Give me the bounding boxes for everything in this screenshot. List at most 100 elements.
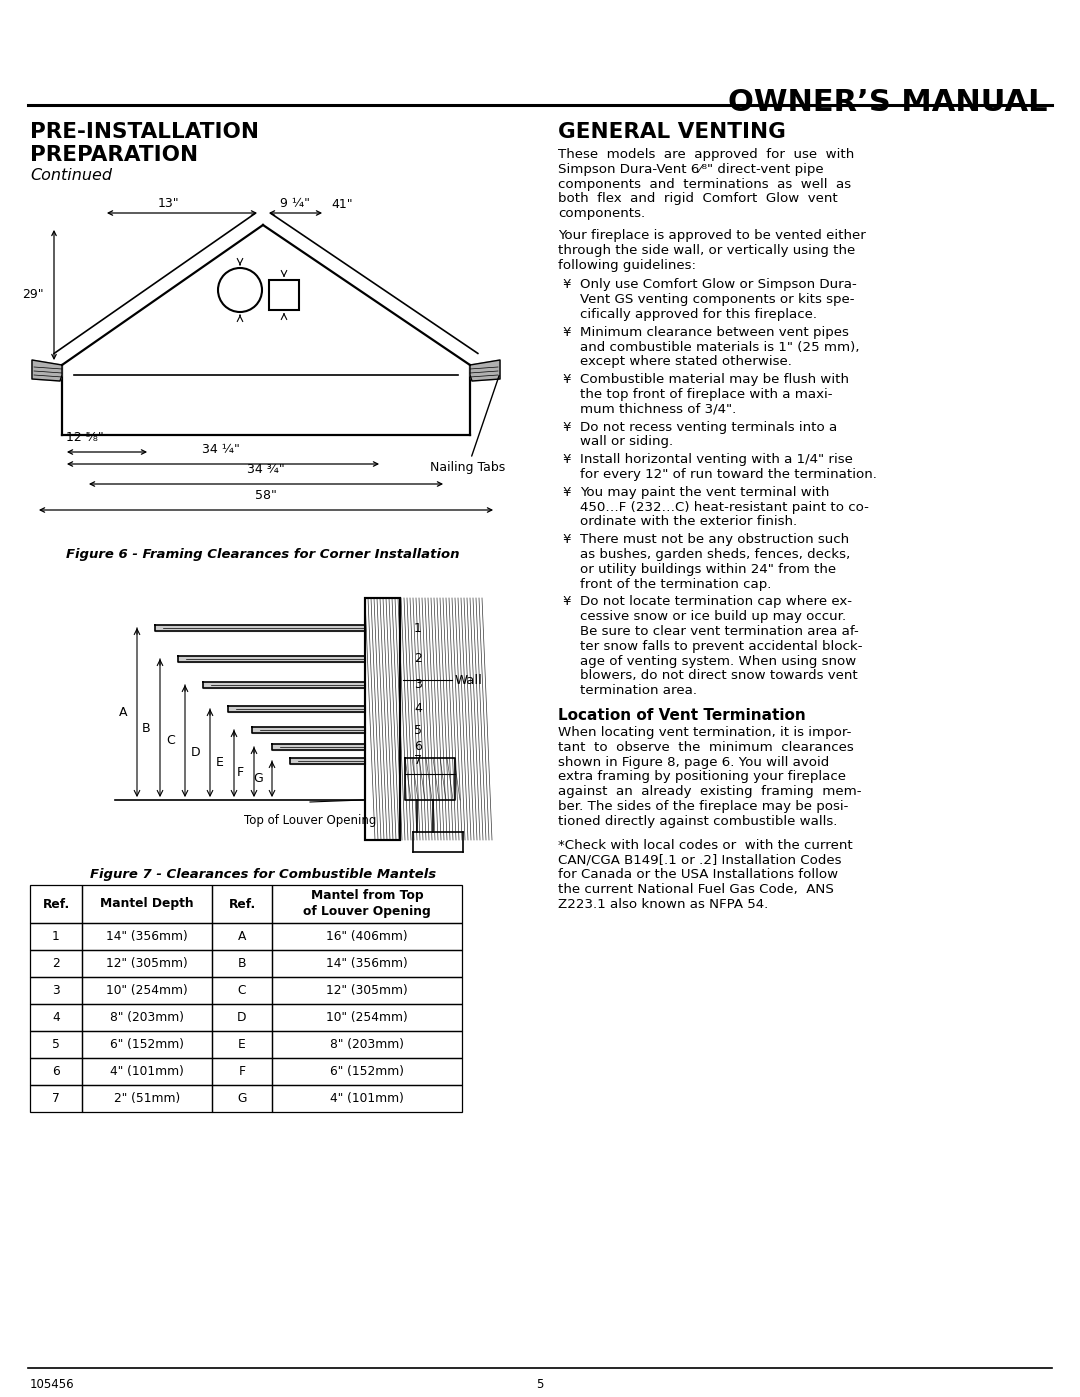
Text: components  and  terminations  as  well  as: components and terminations as well as — [558, 177, 851, 190]
Text: 13": 13" — [158, 197, 179, 210]
Text: ter snow falls to prevent accidental block-: ter snow falls to prevent accidental blo… — [580, 640, 863, 652]
Bar — [269, 279, 299, 310]
Text: 3: 3 — [52, 983, 59, 997]
Bar — [82, 950, 212, 977]
Bar — [82, 886, 212, 923]
Text: 4" (101mm): 4" (101mm) — [110, 1065, 184, 1078]
Bar — [30, 950, 82, 977]
Text: tant  to  observe  the  minimum  clearances: tant to observe the minimum clearances — [558, 740, 854, 754]
Text: D: D — [191, 746, 201, 760]
Text: OWNER’S MANUAL: OWNER’S MANUAL — [729, 88, 1048, 117]
Text: *Check with local codes or  with the current: *Check with local codes or with the curr… — [558, 838, 853, 852]
Bar — [30, 1031, 82, 1058]
Bar — [212, 886, 272, 923]
Bar — [82, 1031, 212, 1058]
Text: ¥: ¥ — [562, 595, 570, 609]
Polygon shape — [252, 726, 365, 733]
Text: both  flex  and  rigid  Comfort  Glow  vent: both flex and rigid Comfort Glow vent — [558, 193, 838, 205]
Text: 6" (152mm): 6" (152mm) — [330, 1065, 404, 1078]
Text: C: C — [238, 983, 246, 997]
Text: extra framing by positioning your fireplace: extra framing by positioning your firepl… — [558, 770, 846, 784]
Bar — [82, 923, 212, 950]
Text: 29": 29" — [22, 289, 43, 302]
Text: Only use Comfort Glow or Simpson Dura-: Only use Comfort Glow or Simpson Dura- — [580, 278, 856, 292]
Bar — [30, 923, 82, 950]
Text: 4: 4 — [414, 703, 422, 715]
Bar — [30, 1058, 82, 1085]
Text: shown in Figure 8, page 6. You will avoid: shown in Figure 8, page 6. You will avoi… — [558, 756, 829, 768]
Bar — [365, 598, 400, 840]
Text: Simpson Dura-Vent 6⁄⁸" direct-vent pipe: Simpson Dura-Vent 6⁄⁸" direct-vent pipe — [558, 163, 824, 176]
Polygon shape — [228, 705, 365, 712]
Text: cifically approved for this fireplace.: cifically approved for this fireplace. — [580, 307, 818, 321]
Text: ber. The sides of the fireplace may be posi-: ber. The sides of the fireplace may be p… — [558, 800, 849, 813]
Text: F: F — [239, 1065, 245, 1078]
Text: through the side wall, or vertically using the: through the side wall, or vertically usi… — [558, 244, 855, 257]
Text: 6: 6 — [414, 740, 422, 753]
Text: These  models  are  approved  for  use  with: These models are approved for use with — [558, 148, 854, 161]
Text: Ref.: Ref. — [42, 897, 69, 911]
Text: Install horizontal venting with a 1/4" rise: Install horizontal venting with a 1/4" r… — [580, 453, 853, 467]
Text: 34 ¼": 34 ¼" — [202, 443, 240, 455]
Text: or utility buildings within 24" from the: or utility buildings within 24" from the — [580, 563, 836, 576]
Text: Z223.1 also known as NFPA 54.: Z223.1 also known as NFPA 54. — [558, 898, 768, 911]
Text: Vent GS venting components or kits spe-: Vent GS venting components or kits spe- — [580, 293, 854, 306]
Text: ¥: ¥ — [562, 326, 570, 339]
Text: components.: components. — [558, 207, 645, 221]
Text: Location of Vent Termination: Location of Vent Termination — [558, 708, 806, 724]
Text: Ref.: Ref. — [228, 897, 256, 911]
Text: 9 ¼": 9 ¼" — [280, 197, 310, 210]
Text: Your fireplace is approved to be vented either: Your fireplace is approved to be vented … — [558, 229, 866, 242]
Text: except where stated otherwise.: except where stated otherwise. — [580, 355, 792, 369]
Text: 12" (305mm): 12" (305mm) — [326, 983, 408, 997]
Text: PRE-INSTALLATION: PRE-INSTALLATION — [30, 122, 259, 142]
Text: 14" (356mm): 14" (356mm) — [326, 957, 408, 970]
Text: 6: 6 — [52, 1065, 59, 1078]
Bar — [82, 1004, 212, 1031]
Bar — [212, 977, 272, 1004]
Text: 7: 7 — [52, 1092, 59, 1105]
Text: B: B — [141, 721, 150, 735]
Text: Nailing Tabs: Nailing Tabs — [430, 376, 505, 475]
Text: Wall: Wall — [455, 673, 483, 686]
Text: C: C — [166, 735, 175, 747]
Text: 2: 2 — [52, 957, 59, 970]
Polygon shape — [405, 759, 455, 800]
Text: following guidelines:: following guidelines: — [558, 258, 696, 271]
Text: 41": 41" — [330, 198, 353, 211]
Polygon shape — [156, 624, 365, 631]
Text: 2: 2 — [414, 652, 422, 665]
Text: D: D — [238, 1011, 246, 1024]
Text: 5: 5 — [414, 724, 422, 736]
Text: 4: 4 — [52, 1011, 59, 1024]
Text: PREPARATION: PREPARATION — [30, 145, 198, 165]
Bar — [212, 1085, 272, 1112]
Text: 8" (203mm): 8" (203mm) — [330, 1038, 404, 1051]
Text: Mantel Depth: Mantel Depth — [100, 897, 193, 911]
Text: A: A — [238, 930, 246, 943]
Bar — [272, 950, 462, 977]
Text: 12" (305mm): 12" (305mm) — [106, 957, 188, 970]
Text: There must not be any obstruction such: There must not be any obstruction such — [580, 534, 849, 546]
Text: ordinate with the exterior finish.: ordinate with the exterior finish. — [580, 515, 797, 528]
Text: G: G — [238, 1092, 246, 1105]
Text: F: F — [237, 766, 244, 778]
Text: ¥: ¥ — [562, 278, 570, 292]
Text: against  an  already  existing  framing  mem-: against an already existing framing mem- — [558, 785, 862, 798]
Text: age of venting system. When using snow: age of venting system. When using snow — [580, 655, 856, 668]
Text: and combustible materials is 1" (25 mm),: and combustible materials is 1" (25 mm), — [580, 341, 860, 353]
Bar — [272, 1004, 462, 1031]
Text: front of the termination cap.: front of the termination cap. — [580, 577, 771, 591]
Text: termination area.: termination area. — [580, 685, 697, 697]
Text: 10" (254mm): 10" (254mm) — [106, 983, 188, 997]
Bar — [272, 886, 462, 923]
Text: 450…F (232…C) heat-resistant paint to co-: 450…F (232…C) heat-resistant paint to co… — [580, 500, 869, 514]
Text: 34 ¾": 34 ¾" — [247, 462, 285, 476]
Bar — [212, 923, 272, 950]
Text: 14" (356mm): 14" (356mm) — [106, 930, 188, 943]
Text: 5: 5 — [52, 1038, 59, 1051]
Text: for every 12" of run toward the termination.: for every 12" of run toward the terminat… — [580, 468, 877, 481]
Bar — [82, 1058, 212, 1085]
Polygon shape — [178, 657, 365, 662]
Text: blowers, do not direct snow towards vent: blowers, do not direct snow towards vent — [580, 669, 858, 682]
